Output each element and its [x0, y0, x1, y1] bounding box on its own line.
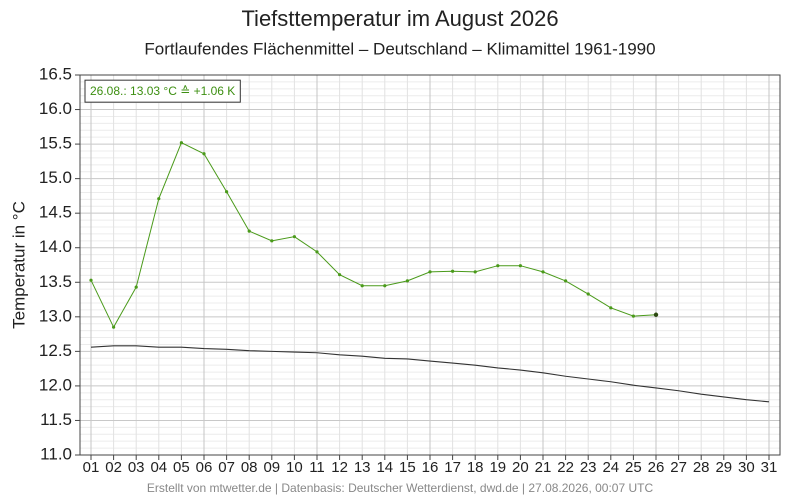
point — [586, 292, 590, 296]
point — [202, 152, 206, 156]
point — [451, 269, 455, 273]
point — [315, 250, 319, 254]
line — [90, 345, 770, 403]
x-tick-label: 16 — [422, 459, 439, 476]
chart-title: Tiefsttemperatur im August 2026 — [241, 6, 558, 31]
y-tick-label: 16.0 — [39, 99, 72, 118]
x-tick-label: 21 — [535, 459, 552, 476]
y-tick-label: 14.0 — [39, 237, 72, 256]
point — [225, 190, 229, 194]
point — [631, 314, 636, 318]
x-tick-label: 09 — [263, 459, 280, 476]
point — [270, 239, 274, 243]
x-tick-label: 06 — [196, 459, 213, 476]
x-tick-label: 31 — [761, 459, 778, 476]
y-tick-label: 15.0 — [39, 168, 72, 187]
y-axis-label: Temperatur in °C — [9, 201, 28, 329]
point — [179, 141, 183, 145]
x-tick-label: 18 — [467, 459, 484, 476]
point — [338, 273, 342, 277]
x-tick-label: 05 — [173, 459, 190, 476]
y-tick-label: 13.5 — [39, 272, 72, 291]
x-tick-label: 25 — [625, 459, 642, 476]
point — [383, 284, 387, 288]
x-tick-label: 26 — [648, 459, 665, 476]
x-tick-label: 02 — [105, 459, 122, 476]
x-tick-label: 22 — [557, 459, 574, 476]
y-tick-label: 13.0 — [39, 306, 72, 325]
x-tick-label: 11 — [309, 459, 325, 476]
point — [247, 229, 251, 233]
y-tick-label: 11.5 — [40, 410, 72, 429]
y-tick-label: 11.0 — [40, 444, 72, 463]
y-tick-label: 16.5 — [39, 64, 72, 83]
footer: Erstellt von mtwetter.de | Datenbasis: D… — [147, 481, 654, 495]
x-tick-label: 29 — [715, 459, 732, 476]
y-tick-label: 12.5 — [39, 341, 72, 360]
point — [428, 270, 432, 274]
point — [653, 312, 659, 317]
x-tick-label: 07 — [218, 459, 235, 476]
point — [496, 264, 500, 268]
point — [89, 278, 93, 282]
x-tick-label: 04 — [150, 459, 167, 476]
x-tick-label: 27 — [670, 459, 687, 476]
point — [564, 279, 568, 283]
x-tick-label: 01 — [83, 459, 100, 476]
x-tick-label: 13 — [354, 459, 371, 476]
annotation-box — [84, 79, 241, 103]
point — [112, 325, 116, 329]
x-tick-label: 17 — [444, 459, 461, 476]
point — [541, 270, 545, 274]
y-tick-label: 15.5 — [39, 134, 72, 153]
point — [609, 306, 613, 310]
point — [292, 235, 296, 239]
x-tick-label: 15 — [399, 459, 416, 476]
line — [90, 142, 657, 329]
x-tick-label: 12 — [331, 459, 348, 476]
x-tick-label: 08 — [241, 459, 258, 476]
chart-subtitle: Fortlaufendes Flächenmittel – Deutschlan… — [144, 39, 655, 58]
x-tick-label: 23 — [580, 459, 597, 476]
y-tick-label: 12.0 — [39, 375, 72, 394]
point — [157, 197, 161, 201]
x-tick-label: 10 — [286, 459, 303, 476]
x-tick-label: 19 — [489, 459, 506, 476]
point — [405, 279, 409, 283]
annotation: 26.08.: 13.03 °C ≙ +1.06 K — [90, 84, 235, 98]
x-tick-label: 14 — [376, 459, 393, 476]
x-tick-label: 03 — [128, 459, 145, 476]
y-tick-label: 14.5 — [39, 203, 72, 222]
x-tick-label: 28 — [693, 459, 710, 476]
point — [134, 285, 138, 289]
point — [360, 284, 364, 288]
x-tick-label: 24 — [602, 459, 619, 476]
point — [473, 270, 477, 274]
point — [518, 264, 523, 268]
x-tick-label: 20 — [512, 459, 529, 476]
x-tick-label: 30 — [738, 459, 755, 476]
